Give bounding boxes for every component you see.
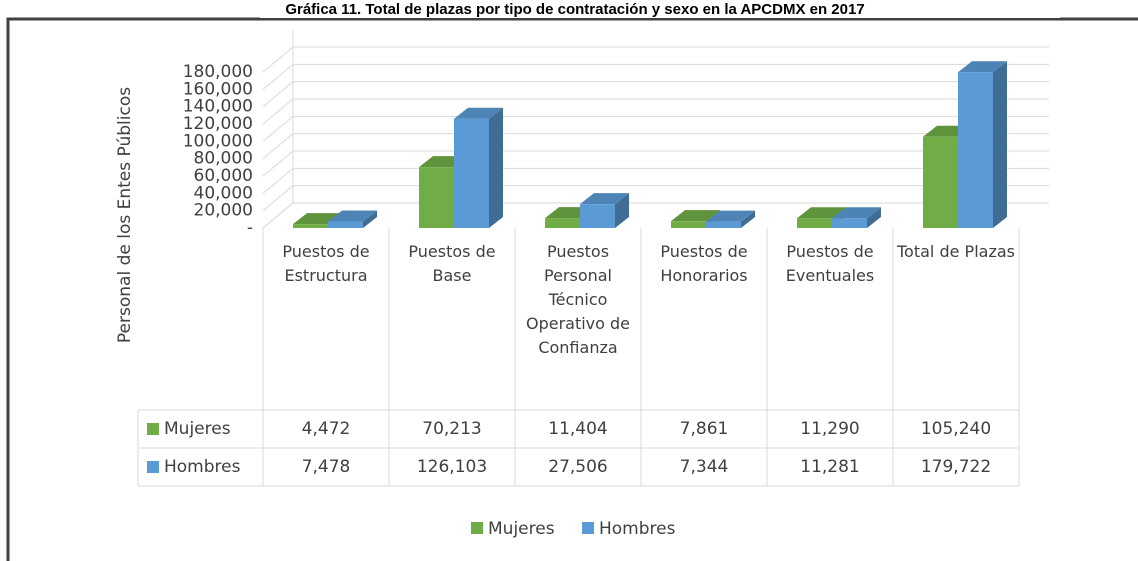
bar [958,72,993,228]
bar [328,221,363,228]
chart-frame [6,17,1138,561]
table-value: 105,240 [921,419,991,439]
bar-top [797,207,846,219]
table-value: 70,213 [422,419,481,439]
bar [671,221,706,228]
table-value: 4,472 [302,419,351,439]
y-tick-label: 140,000 [183,97,253,117]
bar [706,221,741,228]
row-key [147,461,159,473]
bar-top [454,107,503,119]
bar [419,167,454,228]
title-bg [260,0,1060,18]
table-value: 179,722 [921,457,991,477]
y-tick-label: 180,000 [183,62,253,82]
bar-top [328,210,377,222]
category-label: Puestos de Honorarios [660,242,748,285]
bar [832,218,867,228]
y-tick-label: 60,000 [194,166,253,186]
bar-side [489,107,503,228]
table-value: 7,344 [680,457,729,477]
table-value: 126,103 [417,457,487,477]
table-value: 7,478 [302,457,351,477]
category-label: Puestos de Base [408,242,496,285]
category-label: Puestos de Estructura [282,242,370,285]
floor [262,202,1049,229]
bar-top [832,207,881,219]
bar-side [615,193,629,228]
row-key [147,423,159,435]
bar [454,118,489,228]
bar-top [580,193,629,205]
y-tick-label: - [247,218,253,238]
bar-side [363,210,377,228]
y-tick-label: 100,000 [183,131,253,151]
category-label: Total de Plazas [897,242,1015,261]
y-tick-label: 160,000 [183,79,253,99]
legend-label: Mujeres [488,519,555,539]
table-value: 11,281 [800,457,859,477]
legend-key [582,522,594,534]
bar-side [741,210,755,228]
bar [923,136,958,228]
table-value: 27,506 [548,457,607,477]
bar [797,218,832,228]
bar [293,224,328,228]
legend-label: Hombres [599,519,676,539]
bar-side [993,61,1007,228]
row-header: Hombres [164,457,241,477]
bar-top [706,210,755,222]
y-tick-label: 20,000 [194,201,253,221]
bar [580,204,615,228]
bar [545,218,580,228]
bar-top [671,210,720,222]
category-label: Puestos Personal Técnico Operativo de Co… [525,242,631,357]
y-tick-label: 120,000 [183,114,253,134]
table-value: 11,290 [800,419,859,439]
bar-top [958,61,1007,73]
y-tick-label: 80,000 [194,149,253,169]
table-value: 11,404 [548,419,607,439]
y-axis-label: Personal de los Entes Públicos [115,87,135,343]
y-tick-label: 40,000 [194,183,253,203]
category-label: Puestos de Eventuales [785,242,875,285]
row-header: Mujeres [164,419,231,439]
chart-title: Gráfica 11. Total de plazas por tipo de … [285,1,864,18]
bar-side [867,207,881,228]
legend-key [471,522,483,534]
table-value: 7,861 [680,419,729,439]
